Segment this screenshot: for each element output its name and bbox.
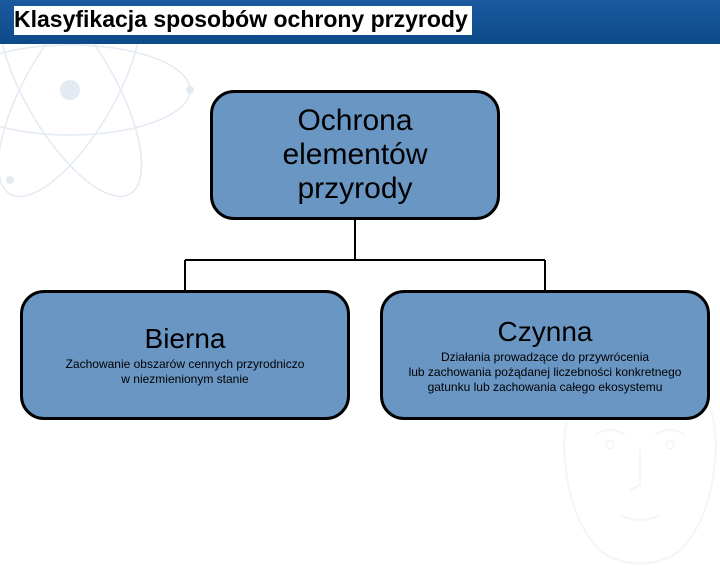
root-node: Ochrona elementów przyrody bbox=[210, 90, 500, 220]
child-title: Bierna bbox=[145, 323, 226, 355]
child-description: Zachowanie obszarów cennych przyrodniczo… bbox=[66, 357, 305, 387]
root-label: Ochrona elementów przyrody bbox=[282, 104, 427, 206]
child-node-czynna: Czynna Działania prowadzące do przywróce… bbox=[380, 290, 710, 420]
child-description: Działania prowadzące do przywrócenia lub… bbox=[409, 350, 682, 395]
child-title: Czynna bbox=[498, 316, 593, 348]
page-title: Klasyfikacja sposobów ochrony przyrody bbox=[14, 6, 472, 35]
child-node-bierna: Bierna Zachowanie obszarów cennych przyr… bbox=[20, 290, 350, 420]
